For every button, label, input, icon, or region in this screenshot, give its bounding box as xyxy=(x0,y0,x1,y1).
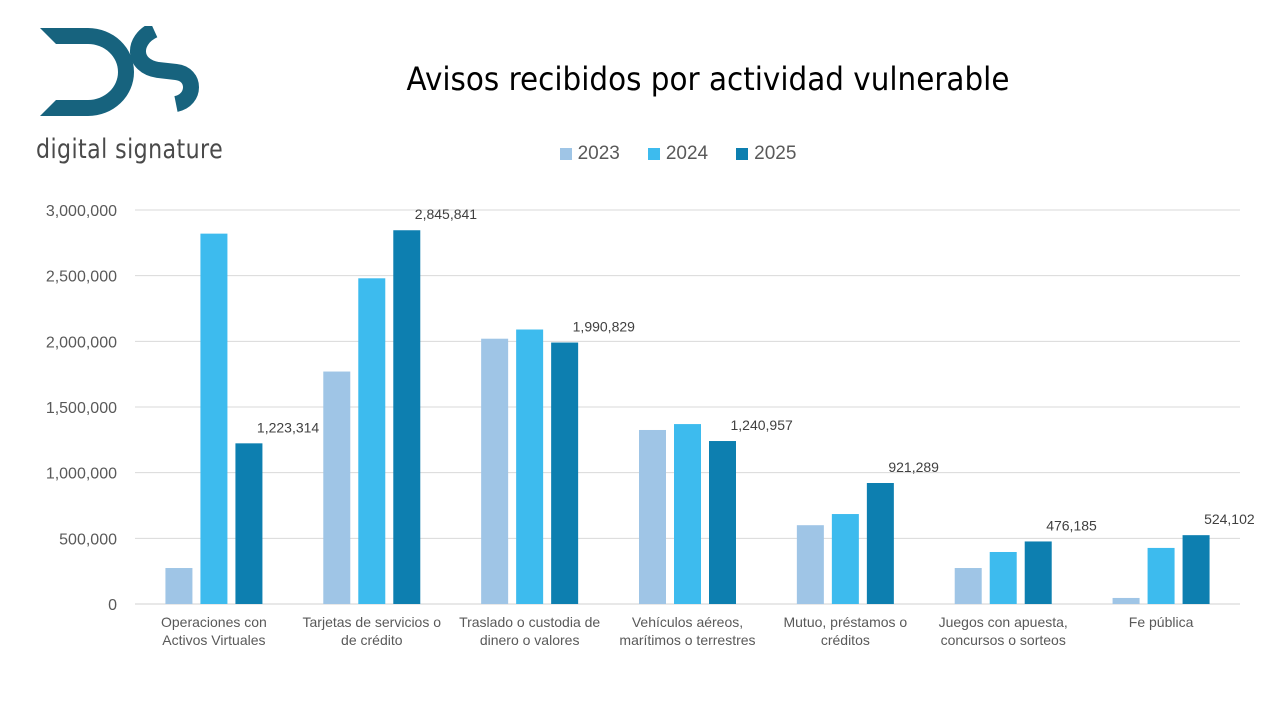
bar-2025 xyxy=(235,443,263,604)
legend-swatch-2024 xyxy=(647,148,660,160)
data-label: 524,102 xyxy=(1204,511,1255,527)
bar-2024 xyxy=(200,233,228,604)
y-tick-label: 2,000,000 xyxy=(46,334,117,351)
data-label: 2,845,841 xyxy=(415,206,477,222)
x-tick-label: Traslado o custodia de xyxy=(459,614,600,630)
bar-2024 xyxy=(358,278,386,604)
bar-2025 xyxy=(709,441,736,604)
logo-d-shape xyxy=(40,28,134,116)
x-tick-label: dinero o valores xyxy=(480,632,580,648)
bar-2025 xyxy=(551,342,579,604)
data-label: 1,240,957 xyxy=(731,417,793,433)
legend-item-2023: 2023 xyxy=(559,143,620,165)
x-tick-label: Juegos con apuesta, xyxy=(939,614,1068,630)
bar-2025 xyxy=(1182,535,1210,604)
bar-2024 xyxy=(831,514,859,604)
bar-2023 xyxy=(796,525,824,604)
legend-label-2025: 2025 xyxy=(754,143,797,164)
x-tick-label: concursos o sorteos xyxy=(941,632,1066,648)
bar-2023 xyxy=(323,371,351,604)
y-tick-label: 3,000,000 xyxy=(46,203,117,220)
x-tick-label: marítimos o terrestres xyxy=(619,632,755,648)
bar-2023 xyxy=(481,338,509,604)
x-tick-label: de crédito xyxy=(341,632,403,648)
data-label: 476,185 xyxy=(1046,517,1097,533)
y-tick-label: 1,500,000 xyxy=(46,400,117,417)
bar-2024 xyxy=(1147,547,1175,604)
x-tick-label: Vehículos aéreos, xyxy=(632,614,743,630)
x-tick-label: créditos xyxy=(821,632,870,648)
bar-2024 xyxy=(674,424,701,604)
y-tick-label: 500,000 xyxy=(59,531,117,548)
bar-2024 xyxy=(989,551,1017,604)
bar-2025 xyxy=(1024,541,1052,604)
bar-2023 xyxy=(954,568,982,604)
chart-legend: 2023 2024 2025 xyxy=(0,143,1280,165)
data-label: 1,990,829 xyxy=(573,319,635,335)
data-label: 921,289 xyxy=(888,459,939,475)
ds-logo xyxy=(40,26,199,116)
chart-title: Avisos recibidos por actividad vulnerabl… xyxy=(406,60,1010,98)
x-tick-label: Operaciones con xyxy=(161,614,267,630)
bar-2023 xyxy=(639,429,666,604)
data-label: 1,223,314 xyxy=(257,419,319,435)
legend-label-2024: 2024 xyxy=(665,143,709,164)
logo-text: digital signature xyxy=(36,134,224,165)
y-tick-label: 0 xyxy=(108,597,117,614)
bar-2023 xyxy=(165,568,193,604)
x-tick-label: Tarjetas de servicios o xyxy=(303,614,442,630)
bar-2025 xyxy=(393,230,421,604)
bar-2023 xyxy=(1112,597,1140,604)
legend-swatch-2023 xyxy=(559,148,572,160)
legend-label-2023: 2023 xyxy=(577,143,620,164)
y-tick-label: 1,000,000 xyxy=(46,466,117,483)
x-tick-label: Fe pública xyxy=(1129,614,1194,630)
y-tick-label: 2,500,000 xyxy=(46,269,117,286)
logo-s-curve xyxy=(130,26,199,112)
legend-item-2025: 2025 xyxy=(736,143,796,165)
x-tick-label: Mutuo, préstamos o xyxy=(783,614,907,630)
bar-2024 xyxy=(516,329,544,604)
bar-2025 xyxy=(866,483,894,604)
x-tick-label: Activos Virtuales xyxy=(162,632,265,648)
legend-item-2024: 2024 xyxy=(647,143,709,165)
legend-swatch-2025 xyxy=(736,148,749,160)
